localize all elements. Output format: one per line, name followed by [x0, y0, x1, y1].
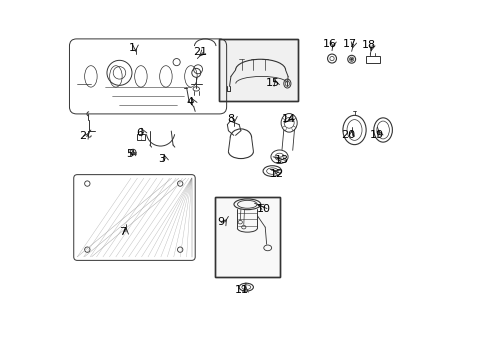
Text: 8: 8 — [227, 113, 234, 123]
Text: 5: 5 — [126, 149, 133, 159]
Text: 7: 7 — [119, 227, 125, 237]
Ellipse shape — [350, 58, 352, 60]
Text: 3: 3 — [158, 154, 165, 163]
Text: 11: 11 — [235, 285, 248, 295]
Text: 20: 20 — [340, 130, 354, 140]
Text: 1: 1 — [128, 43, 135, 53]
Text: 19: 19 — [369, 130, 383, 140]
Text: 13: 13 — [274, 156, 288, 165]
Text: 2: 2 — [80, 131, 86, 141]
Text: 6: 6 — [137, 128, 143, 138]
Text: 10: 10 — [256, 203, 270, 213]
Text: 17: 17 — [342, 39, 356, 49]
Bar — [365, 56, 379, 63]
Bar — [219, 39, 298, 102]
Text: 9: 9 — [217, 217, 224, 227]
Bar — [215, 197, 279, 277]
Text: 15: 15 — [265, 78, 279, 88]
Bar — [137, 134, 145, 140]
Text: 4: 4 — [186, 97, 193, 107]
Text: 21: 21 — [192, 47, 206, 57]
Text: 12: 12 — [270, 168, 284, 179]
Text: 18: 18 — [361, 40, 375, 50]
Text: 16: 16 — [322, 39, 336, 49]
Bar — [219, 39, 298, 102]
Text: 14: 14 — [282, 113, 296, 123]
Bar — [215, 197, 279, 277]
